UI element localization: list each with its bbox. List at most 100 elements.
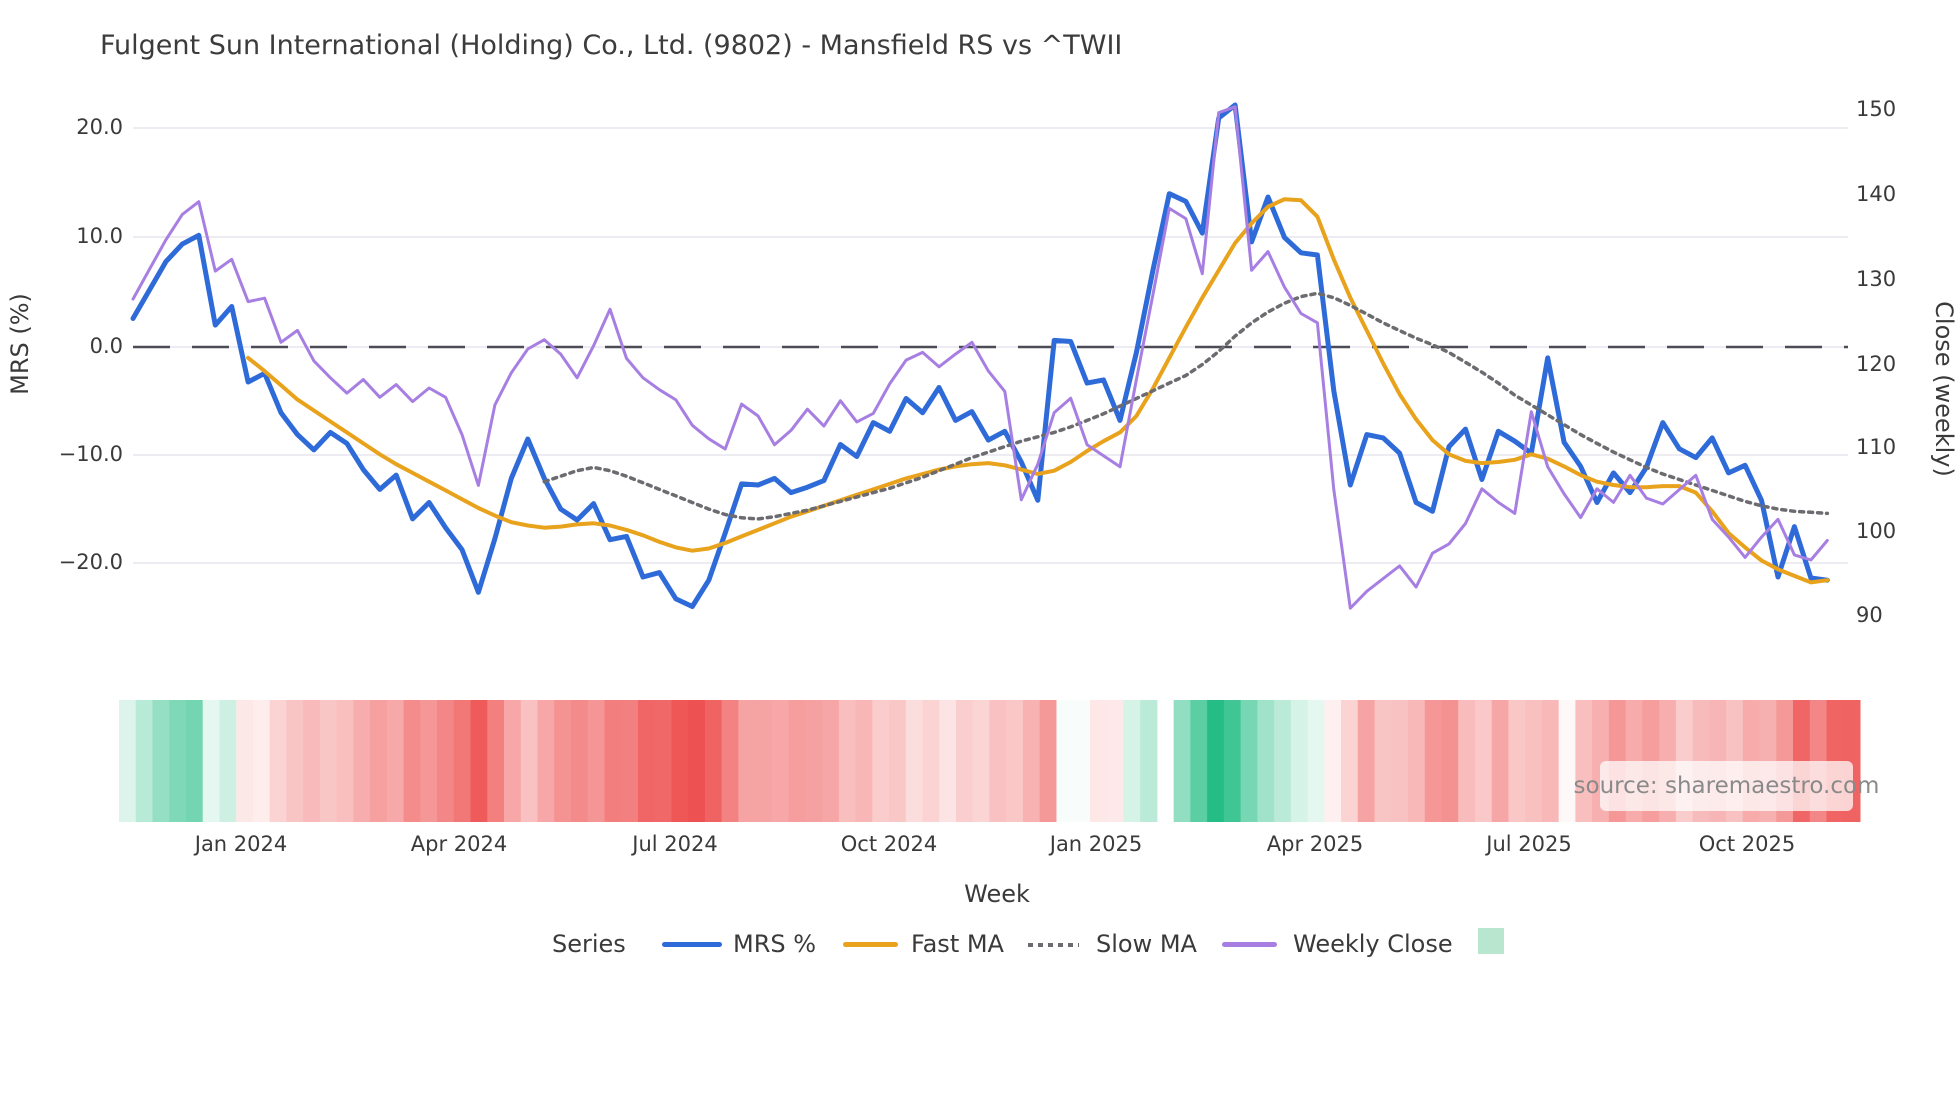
- heatmap-cell: [520, 700, 539, 822]
- y-right-tick: 150: [1856, 97, 1897, 121]
- x-tick-label: Oct 2025: [1698, 832, 1796, 856]
- heatmap-cell: [1491, 700, 1509, 822]
- heatmap-cell: [1424, 700, 1442, 822]
- y-left-tick: 0.0: [89, 334, 123, 358]
- heatmap-cell: [487, 700, 505, 822]
- legend-series-label: Series: [552, 930, 626, 958]
- source-text: source: sharemaestro.com: [1573, 773, 1880, 799]
- heatmap-cell: [570, 700, 589, 822]
- y-left-axis-title: MRS (%): [6, 293, 34, 395]
- legend-label-fast-ma: Fast MA: [911, 930, 1004, 958]
- heatmap-cell: [119, 700, 137, 822]
- heatmap-cell: [1558, 700, 1576, 822]
- y-right-tick: 140: [1856, 182, 1897, 206]
- legend-swatch-slow-ma: [1028, 943, 1079, 947]
- x-tick-label: Jul 2025: [1486, 832, 1572, 856]
- heatmap-cell: [554, 700, 572, 822]
- heatmap-cell: [403, 700, 421, 822]
- x-tick-label: Oct 2024: [840, 832, 938, 856]
- heatmap-cell: [922, 700, 940, 822]
- heatmap-cell: [1508, 700, 1526, 822]
- heatmap-cell: [671, 700, 689, 822]
- heatmap-cell: [169, 700, 187, 822]
- heatmap-cell: [637, 700, 656, 822]
- heatmap-cell: [1391, 700, 1409, 822]
- y-left-tick: 10.0: [76, 224, 123, 248]
- x-tick-label: Apr 2024: [410, 832, 508, 856]
- heatmap-cell: [721, 700, 739, 822]
- heatmap-cell: [185, 700, 204, 822]
- heatmap-cell: [1173, 700, 1191, 822]
- heatmap-cell: [587, 700, 605, 822]
- heatmap-cell: [504, 700, 522, 822]
- y-right-tick: 130: [1856, 267, 1897, 291]
- heatmap-cell: [353, 700, 371, 822]
- y-left-tick: −20.0: [58, 550, 123, 574]
- series-line-weekly-close: [131, 105, 1829, 610]
- chart-title: Fulgent Sun International (Holding) Co.,…: [100, 30, 1123, 61]
- heatmap-cell: [738, 700, 756, 822]
- heatmap-cell: [1190, 700, 1208, 822]
- heatmap-cell: [1006, 700, 1024, 822]
- heatmap-cell: [135, 700, 153, 822]
- heatmap-cell: [822, 700, 840, 822]
- y-right-tick: 100: [1856, 519, 1897, 543]
- heatmap-cell: [386, 700, 405, 822]
- x-tick-label: Apr 2025: [1266, 832, 1364, 856]
- heatmap-cell: [1140, 700, 1158, 822]
- heatmap-cell: [838, 700, 857, 822]
- heatmap-cell: [654, 700, 672, 822]
- y-right-tick: 90: [1856, 603, 1883, 627]
- heatmap-cell: [1022, 700, 1041, 822]
- heatmap-cell: [303, 700, 321, 822]
- heatmap-cell: [704, 700, 723, 822]
- heatmap-cell: [1541, 700, 1560, 822]
- legend-swatch-mrs-: [662, 942, 722, 947]
- heatmap-cell: [1408, 700, 1426, 822]
- heatmap-cell: [202, 700, 220, 822]
- heatmap-cell: [1474, 700, 1493, 822]
- heatmap-cell: [989, 700, 1007, 822]
- heatmap-cell: [152, 700, 170, 822]
- heatmap-cell: [1039, 700, 1057, 822]
- heatmap-cell: [1307, 700, 1325, 822]
- heatmap-cell: [1341, 700, 1359, 822]
- legend-label-weekly-close: Weekly Close: [1293, 930, 1453, 958]
- heatmap-cell: [269, 700, 287, 822]
- heatmap-cell: [1123, 700, 1141, 822]
- heatmap-cell: [453, 700, 472, 822]
- heatmap-cell: [972, 700, 990, 822]
- heatmap-cell: [1274, 700, 1292, 822]
- heatmap-cell: [621, 700, 639, 822]
- heatmap-cell: [1106, 700, 1124, 822]
- heatmap-cell: [1324, 700, 1342, 822]
- heatmap-cell: [1073, 700, 1091, 822]
- heatmap-cell: [889, 700, 907, 822]
- heatmap-cell: [688, 700, 706, 822]
- series-line-slow-ma: [542, 291, 1830, 521]
- y-right-tick: 110: [1856, 435, 1897, 459]
- heatmap-cell: [872, 700, 890, 822]
- heatmap-cell: [336, 700, 354, 822]
- heatmap-cell: [805, 700, 823, 822]
- x-tick-label: Jan 2025: [1049, 832, 1143, 856]
- series-line-fast-ma: [246, 197, 1830, 585]
- heatmap-cell: [219, 700, 237, 822]
- heatmap-cell: [1357, 700, 1376, 822]
- legend-label-slow-ma: Slow MA: [1096, 930, 1197, 958]
- heatmap-cell: [319, 700, 338, 822]
- heatmap-cell: [1458, 700, 1476, 822]
- x-tick-label: Jan 2024: [194, 832, 288, 856]
- y-left-tick: −10.0: [58, 442, 123, 466]
- heatmap-cell: [437, 700, 455, 822]
- x-axis-title: Week: [964, 880, 1030, 908]
- series-line-mrs-: [130, 102, 1830, 609]
- heatmap-cell: [939, 700, 957, 822]
- x-tick-label: Jul 2024: [632, 832, 718, 856]
- source-attribution: source: sharemaestro.com: [1574, 761, 1879, 811]
- heatmap-cell: [1240, 700, 1258, 822]
- y-right-tick: 120: [1856, 352, 1897, 376]
- heatmap-cell: [855, 700, 873, 822]
